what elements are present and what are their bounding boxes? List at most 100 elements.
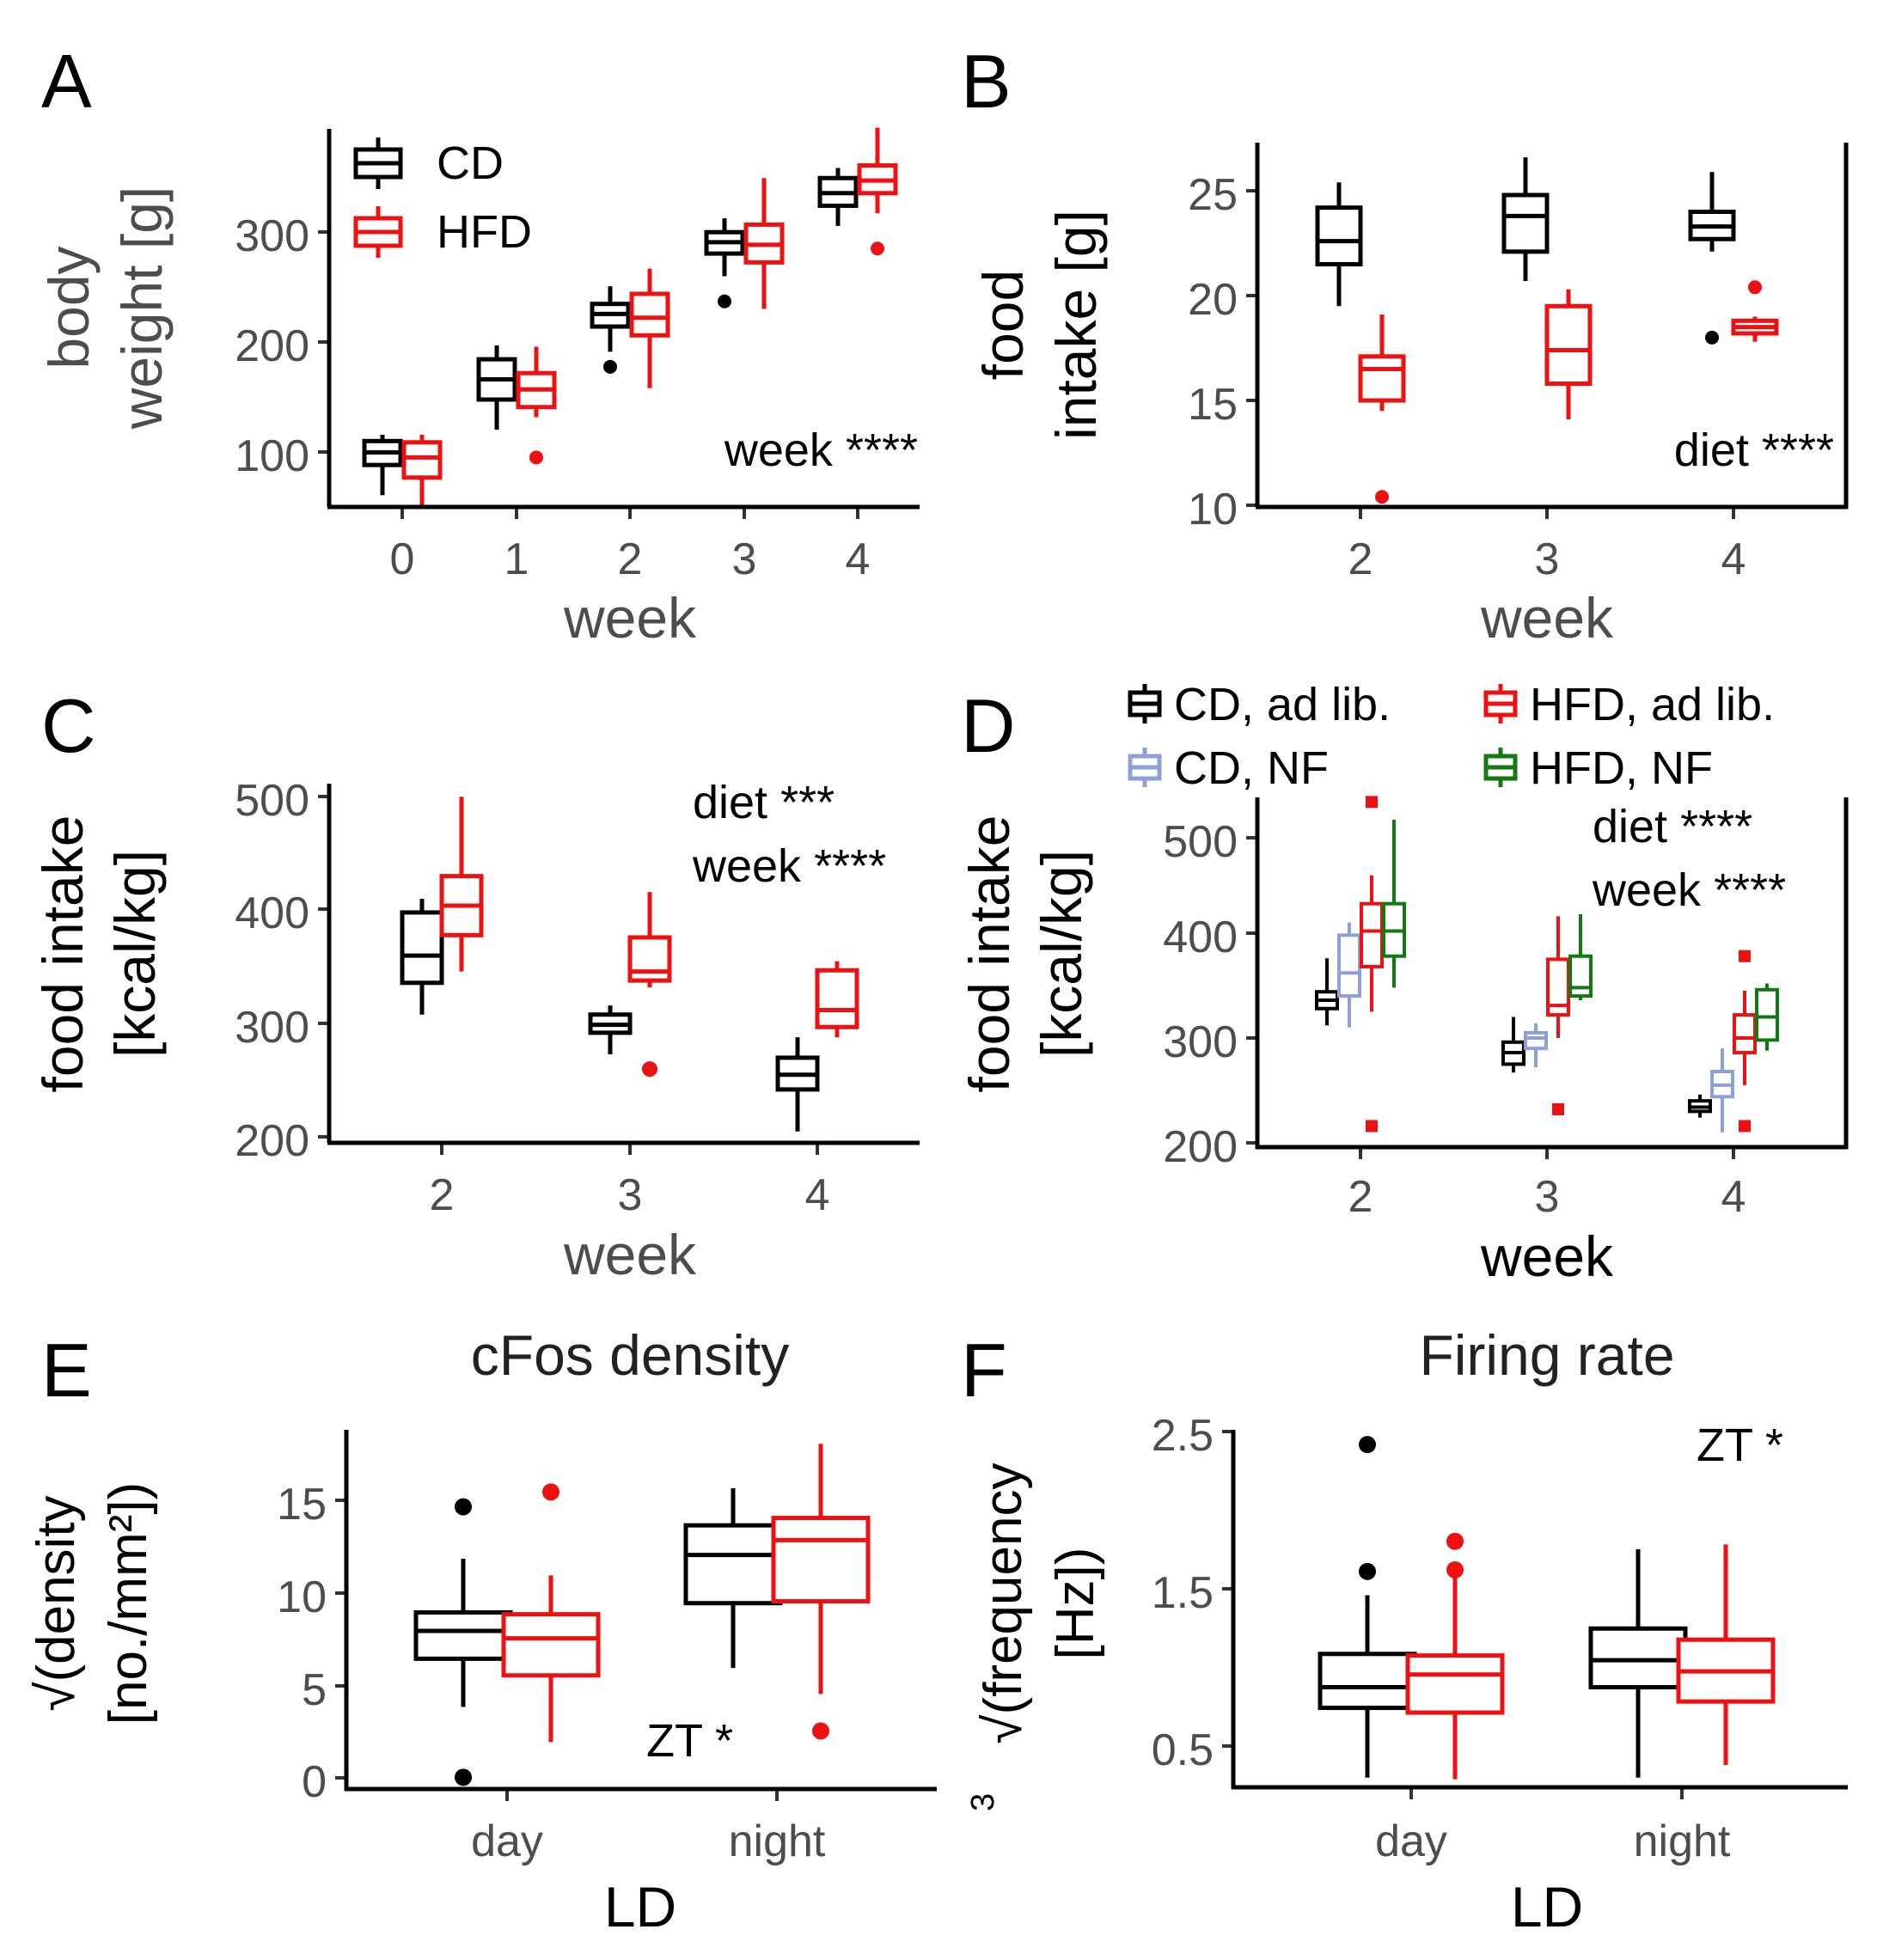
outlier-point — [455, 1768, 472, 1786]
panel-e-title: cFos density — [471, 1323, 789, 1387]
panel-c-annotation-week: week **** — [692, 840, 886, 892]
panel-d-plot — [1315, 796, 1779, 1133]
panel-a: A body weight [g] 300 200 100 0 1 2 3 4 … — [37, 39, 920, 650]
panel-c-ylabel-line1: food intake — [31, 815, 95, 1093]
outlier-point — [1552, 1102, 1564, 1115]
outlier-point — [1705, 330, 1719, 345]
panel-c-box-cd-0 — [400, 899, 444, 1015]
outlier-point — [1739, 1120, 1751, 1133]
panel-c-xticks: 2 3 4 — [430, 1143, 830, 1220]
panel-c-plot — [400, 797, 859, 1132]
panel-e-plot — [413, 1444, 871, 1786]
panel-b-box-cd-1 — [1501, 157, 1550, 281]
outlier-point — [642, 1061, 657, 1078]
panel-d-xtick-label: 4 — [1721, 1172, 1746, 1222]
panel-b-xticks: 2 3 4 — [1348, 507, 1746, 584]
outlier-point — [1739, 949, 1751, 962]
panel-a-xtick-label: 4 — [846, 534, 871, 584]
panel-a-box-hfd-0 — [401, 434, 443, 505]
box-iqr — [1315, 205, 1363, 266]
outlier-point — [455, 1498, 472, 1516]
panel-b-xlabel: week — [1480, 586, 1614, 650]
panel-f-ylabel-line1: √(frequency — [974, 1463, 1033, 1744]
panel-e-ylabel-line2: [no./mm²]) — [99, 1482, 158, 1725]
panel-d-box-hfd-1 — [1546, 916, 1570, 1115]
panel-f-annotation-zt: ZT * — [1697, 1420, 1783, 1471]
panel-d-ylabel-line2: [kcal/kg] — [1030, 850, 1093, 1058]
panel-d-legend-label: HFD, NF — [1530, 742, 1713, 794]
panel-d-legend-key-hfd-nf — [1483, 748, 1518, 787]
box-iqr — [1318, 1652, 1417, 1711]
box-iqr — [1588, 1626, 1688, 1690]
panel-f-ylabel-index: 3 — [965, 1793, 1001, 1811]
panel-b-ylabel-line2: intake [g] — [1044, 210, 1108, 440]
panel-c-ylabel-line2: [kcal/kg] — [103, 850, 167, 1058]
panel-d-box-hfd_nf-0 — [1382, 820, 1406, 988]
panel-d-letter: D — [961, 683, 1016, 768]
panel-b-xtick-label: 3 — [1535, 534, 1560, 584]
panel-f-ylabel: 3 √(frequency [Hz]) — [965, 1463, 1105, 1811]
outlier-point — [871, 241, 884, 256]
panel-f-letter: F — [961, 1328, 1007, 1413]
panel-d-box-cd_nf-1 — [1524, 1023, 1548, 1068]
panel-a-ylabel-line2: weight [g] — [110, 186, 174, 430]
box-iqr — [1358, 354, 1406, 403]
panel-d-legend: CD, ad lib. HFD, ad lib. CD, NF — [1128, 679, 1775, 794]
panel-b: B food intake [g] 25 20 15 10 2 3 4 week… — [961, 39, 1849, 650]
panel-e-ylabel-line1: √(density — [27, 1495, 86, 1711]
panel-c-ytick-label: 400 — [235, 888, 309, 938]
panel-a-legend-label-cd: CD — [437, 137, 504, 189]
panel-f-ytick-label: 0.5 — [1152, 1725, 1214, 1775]
panel-b-box-hfd-0 — [1358, 314, 1406, 504]
panel-b-xtick-label: 4 — [1721, 534, 1746, 584]
outlier-point — [529, 450, 543, 465]
panel-a-legend-key-hfd — [353, 206, 403, 258]
panel-b-box-hfd-2 — [1731, 280, 1779, 342]
panel-c-xtick-label: 3 — [618, 1170, 643, 1220]
panel-f-yticks: 2.5 1.5 0.5 — [1152, 1411, 1232, 1775]
panel-f-axes — [1231, 1430, 1848, 1790]
panel-c-yticks: 500 400 300 200 — [235, 776, 328, 1166]
panel-d-box-hfd-2 — [1733, 949, 1757, 1133]
panel-c-xtick-label: 4 — [805, 1170, 830, 1220]
panel-e-letter: E — [41, 1328, 92, 1413]
panel-d: D CD, ad lib. HFD, ad lib. — [957, 679, 1849, 1288]
panel-d-legend-key-cd-adlib — [1128, 684, 1162, 724]
box-iqr — [400, 910, 444, 986]
panel-c-ytick-label: 500 — [235, 776, 309, 826]
panel-b-letter: B — [961, 39, 1012, 124]
box-iqr — [1568, 954, 1593, 998]
panel-c-box-hfd-2 — [815, 961, 859, 1038]
panel-a-ylabel-line1: body — [37, 246, 101, 369]
panel-d-ylabel-line1: food intake — [957, 815, 1021, 1093]
panel-f-xticks: day night — [1375, 1787, 1731, 1866]
panel-d-ytick-label: 300 — [1163, 1017, 1238, 1067]
panel-e-ytick-label: 15 — [277, 1480, 327, 1530]
panel-a-xtick-label: 1 — [504, 534, 529, 584]
panel-d-box-cd-0 — [1315, 958, 1339, 1026]
panel-d-ytick-label: 200 — [1163, 1122, 1238, 1172]
panel-e-annotation-zt: ZT * — [646, 1715, 733, 1767]
panel-a-legend: CD HFD — [353, 137, 532, 258]
panel-a-xtick-label: 0 — [390, 534, 415, 584]
panel-d-ytick-label: 500 — [1163, 817, 1238, 867]
panel-c-box-cd-1 — [588, 1005, 633, 1054]
panel-d-annotation-diet: diet **** — [1593, 801, 1752, 852]
panel-e-box-hfd-1 — [771, 1444, 871, 1740]
box-iqr — [627, 935, 672, 983]
panel-f-ytick-label: 1.5 — [1152, 1568, 1214, 1618]
panel-c-ytick-label: 300 — [235, 1003, 309, 1053]
panel-f-ylabel-line2: [Hz]) — [1046, 1548, 1105, 1660]
panel-c-xlabel: week — [563, 1223, 697, 1286]
panel-d-box-hfd-0 — [1360, 796, 1384, 1133]
panel-d-box-cd_nf-2 — [1710, 1048, 1734, 1133]
panel-e-axes — [344, 1430, 937, 1792]
panel-a-xtick-label: 2 — [618, 534, 643, 584]
panel-f-box-cd-1 — [1588, 1548, 1688, 1778]
box-iqr — [1524, 1030, 1548, 1051]
panel-d-xlabel: week — [1480, 1224, 1614, 1288]
box-iqr — [401, 440, 443, 480]
panel-d-box-cd-2 — [1688, 1094, 1712, 1118]
panel-d-box-hfd_nf-2 — [1755, 983, 1779, 1051]
